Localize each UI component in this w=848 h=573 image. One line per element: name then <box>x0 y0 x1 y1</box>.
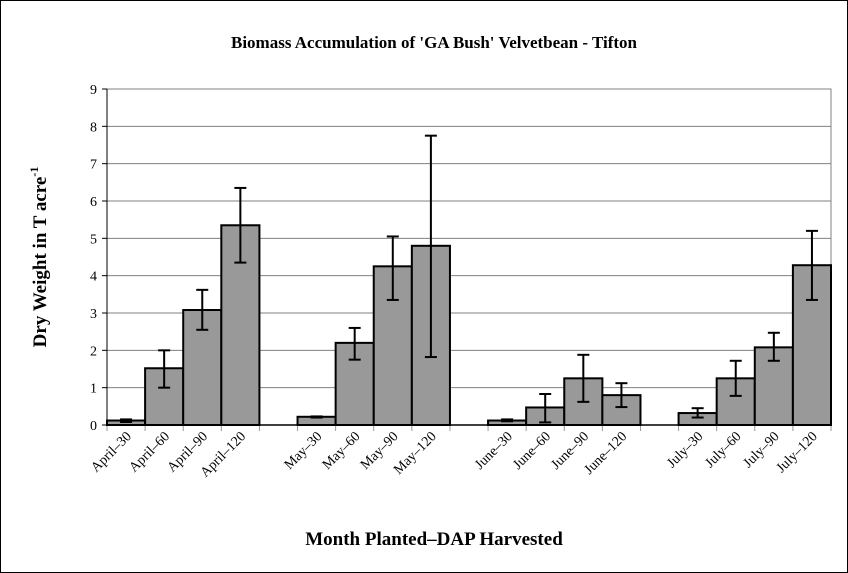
x-tick-label: May–60 <box>320 429 364 473</box>
y-tick-label: 9 <box>90 83 97 98</box>
x-tick-label: July–60 <box>703 429 745 471</box>
y-tick-label: 2 <box>90 344 97 359</box>
y-tick-label: 5 <box>90 232 97 247</box>
y-axis-label: Dry Weight in T acre-1 <box>27 167 51 348</box>
x-tick-label: July–120 <box>774 429 821 476</box>
y-tick-label: 8 <box>90 120 97 135</box>
y-axis-label-text: Dry Weight in T acre <box>30 177 51 348</box>
y-tick-label: 3 <box>90 307 97 322</box>
x-tick-label: July–30 <box>664 429 706 471</box>
chart-title: Biomass Accumulation of 'GA Bush' Velvet… <box>231 33 638 52</box>
x-tick-label: May–120 <box>391 429 440 478</box>
x-tick-label: June–120 <box>582 429 631 478</box>
x-tick-label: June–30 <box>472 429 516 473</box>
y-tick-label: 6 <box>90 195 97 210</box>
y-tick-label: 7 <box>90 158 97 173</box>
y-tick-label: 1 <box>90 382 97 397</box>
x-axis-label: Month Planted–DAP Harvested <box>305 529 563 550</box>
y-tick-label: 0 <box>90 419 97 434</box>
x-tick-label: May–30 <box>282 429 326 473</box>
x-tick-label: April–60 <box>127 429 173 475</box>
y-axis-label-superscript: -1 <box>27 167 41 177</box>
x-tick-label: April–30 <box>89 429 135 475</box>
y-tick-label: 4 <box>90 270 97 285</box>
x-tick-label: June–60 <box>510 429 554 473</box>
